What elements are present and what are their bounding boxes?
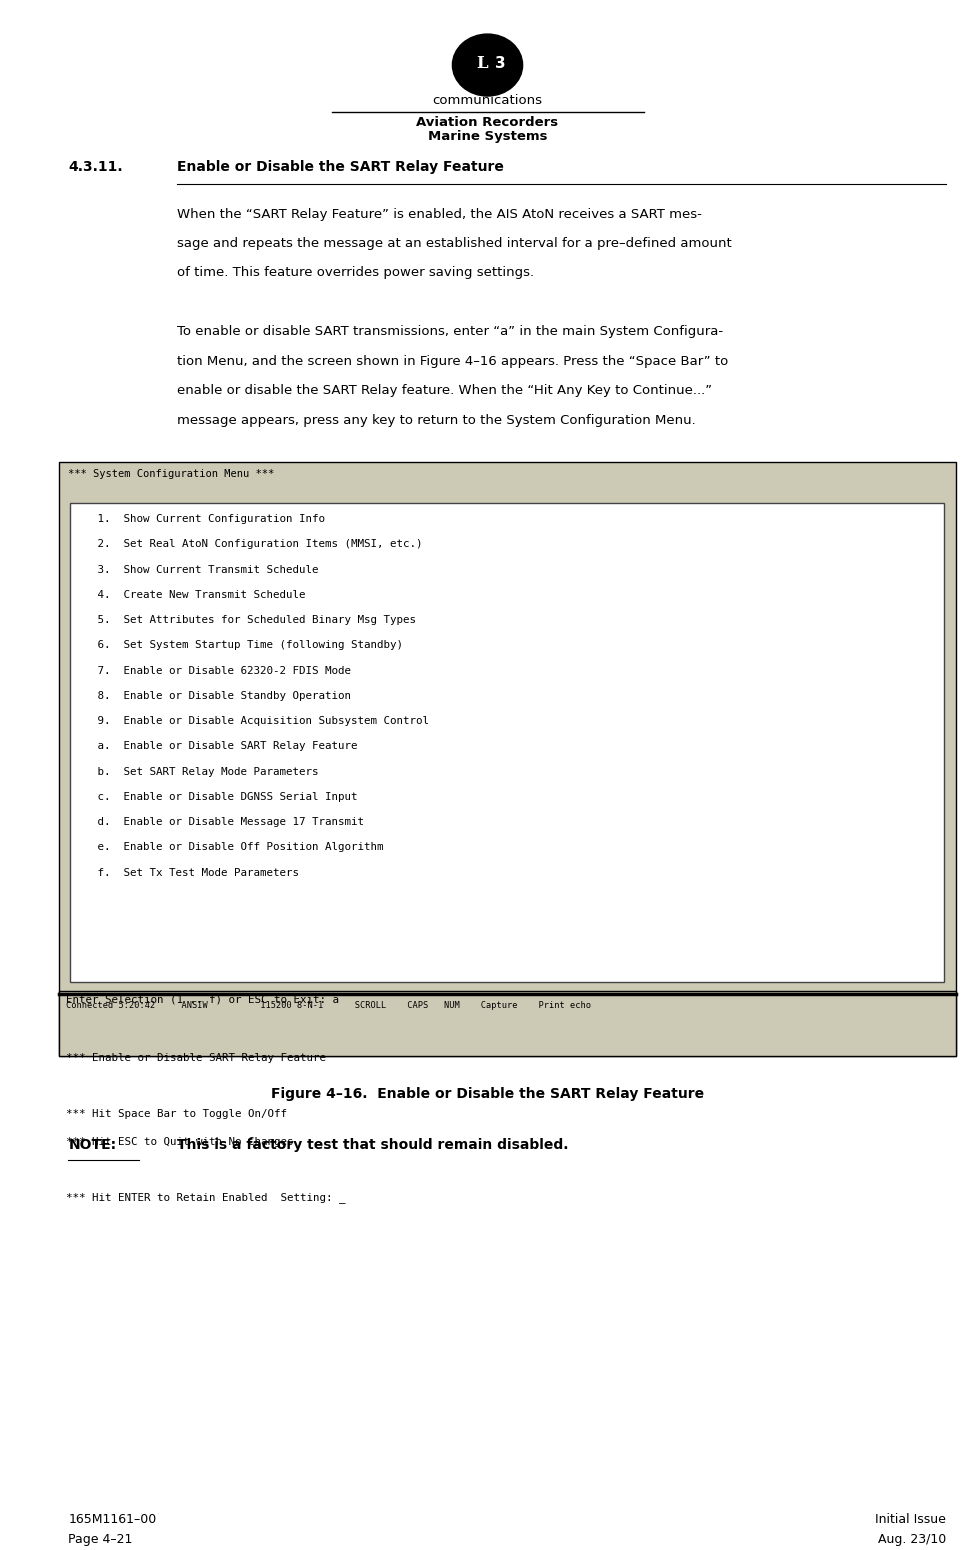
Text: 3.  Show Current Transmit Schedule: 3. Show Current Transmit Schedule	[78, 564, 319, 575]
Text: c.  Enable or Disable DGNSS Serial Input: c. Enable or Disable DGNSS Serial Input	[78, 792, 358, 801]
Text: *** Hit ESC to Quit with No Changes: *** Hit ESC to Quit with No Changes	[66, 1136, 293, 1147]
Text: 8.  Enable or Disable Standby Operation: 8. Enable or Disable Standby Operation	[78, 691, 351, 701]
Text: To enable or disable SART transmissions, enter “a” in the main System Configura-: To enable or disable SART transmissions,…	[177, 326, 723, 338]
Text: 1.  Show Current Configuration Info: 1. Show Current Configuration Info	[78, 515, 325, 524]
Text: *** Hit Space Bar to Toggle On/Off: *** Hit Space Bar to Toggle On/Off	[66, 1108, 288, 1119]
Text: 5.  Set Attributes for Scheduled Binary Msg Types: 5. Set Attributes for Scheduled Binary M…	[78, 615, 416, 625]
Text: Marine Systems: Marine Systems	[428, 130, 547, 143]
Text: 3: 3	[495, 56, 505, 71]
Ellipse shape	[452, 34, 523, 96]
Text: L: L	[476, 54, 488, 71]
Text: 4.3.11.: 4.3.11.	[68, 160, 123, 174]
Text: Connected 5:20:42     ANSIW          115200 8-N-1      SCROLL    CAPS   NUM    C: Connected 5:20:42 ANSIW 115200 8-N-1 SCR…	[66, 1001, 591, 1009]
Text: enable or disable the SART Relay feature. When the “Hit Any Key to Continue...”: enable or disable the SART Relay feature…	[177, 384, 713, 397]
Text: *** Enable or Disable SART Relay Feature: *** Enable or Disable SART Relay Feature	[66, 1052, 327, 1063]
Text: Aviation Recorders: Aviation Recorders	[416, 116, 559, 129]
Text: 9.  Enable or Disable Acquisition Subsystem Control: 9. Enable or Disable Acquisition Subsyst…	[78, 716, 429, 727]
Text: 4.  Create New Transmit Schedule: 4. Create New Transmit Schedule	[78, 591, 305, 600]
Text: Figure 4–16.  Enable or Disable the SART Relay Feature: Figure 4–16. Enable or Disable the SART …	[271, 1088, 704, 1102]
FancyBboxPatch shape	[58, 992, 955, 1057]
Text: tion Menu, and the screen shown in Figure 4–16 appears. Press the “Space Bar” to: tion Menu, and the screen shown in Figur…	[177, 355, 728, 367]
FancyBboxPatch shape	[58, 462, 955, 1057]
Text: a.  Enable or Disable SART Relay Feature: a. Enable or Disable SART Relay Feature	[78, 741, 358, 752]
Text: 6.  Set System Startup Time (following Standby): 6. Set System Startup Time (following St…	[78, 640, 403, 651]
Text: f.  Set Tx Test Mode Parameters: f. Set Tx Test Mode Parameters	[78, 868, 299, 877]
Text: NOTE:: NOTE:	[68, 1138, 116, 1153]
Text: Aug. 23/10: Aug. 23/10	[878, 1533, 946, 1547]
Text: d.  Enable or Disable Message 17 Transmit: d. Enable or Disable Message 17 Transmit	[78, 817, 364, 828]
FancyBboxPatch shape	[70, 504, 944, 983]
Text: 2.  Set Real AtoN Configuration Items (MMSI, etc.): 2. Set Real AtoN Configuration Items (MM…	[78, 539, 422, 550]
Text: communications: communications	[433, 95, 542, 107]
Text: When the “SART Relay Feature” is enabled, the AIS AtoN receives a SART mes-: When the “SART Relay Feature” is enabled…	[177, 208, 702, 220]
Text: *** Hit ENTER to Retain Enabled  Setting: _: *** Hit ENTER to Retain Enabled Setting:…	[66, 1192, 346, 1203]
Text: This is a factory test that should remain disabled.: This is a factory test that should remai…	[177, 1138, 569, 1153]
Text: b.  Set SART Relay Mode Parameters: b. Set SART Relay Mode Parameters	[78, 767, 319, 777]
Text: Enter Selection (1 .. f) or ESC to Exit: a: Enter Selection (1 .. f) or ESC to Exit:…	[66, 995, 339, 1004]
Text: *** System Configuration Menu ***: *** System Configuration Menu ***	[68, 470, 275, 479]
Text: message appears, press any key to return to the System Configuration Menu.: message appears, press any key to return…	[177, 414, 696, 426]
Text: Enable or Disable the SART Relay Feature: Enable or Disable the SART Relay Feature	[177, 160, 504, 174]
Text: 7.  Enable or Disable 62320-2 FDIS Mode: 7. Enable or Disable 62320-2 FDIS Mode	[78, 666, 351, 676]
Text: e.  Enable or Disable Off Position Algorithm: e. Enable or Disable Off Position Algori…	[78, 843, 383, 852]
Text: Initial Issue: Initial Issue	[875, 1513, 946, 1527]
Text: 165M1161–00: 165M1161–00	[68, 1513, 157, 1527]
Text: of time. This feature overrides power saving settings.: of time. This feature overrides power sa…	[177, 267, 534, 279]
Text: Page 4–21: Page 4–21	[68, 1533, 133, 1547]
Text: sage and repeats the message at an established interval for a pre–defined amount: sage and repeats the message at an estab…	[177, 237, 732, 250]
